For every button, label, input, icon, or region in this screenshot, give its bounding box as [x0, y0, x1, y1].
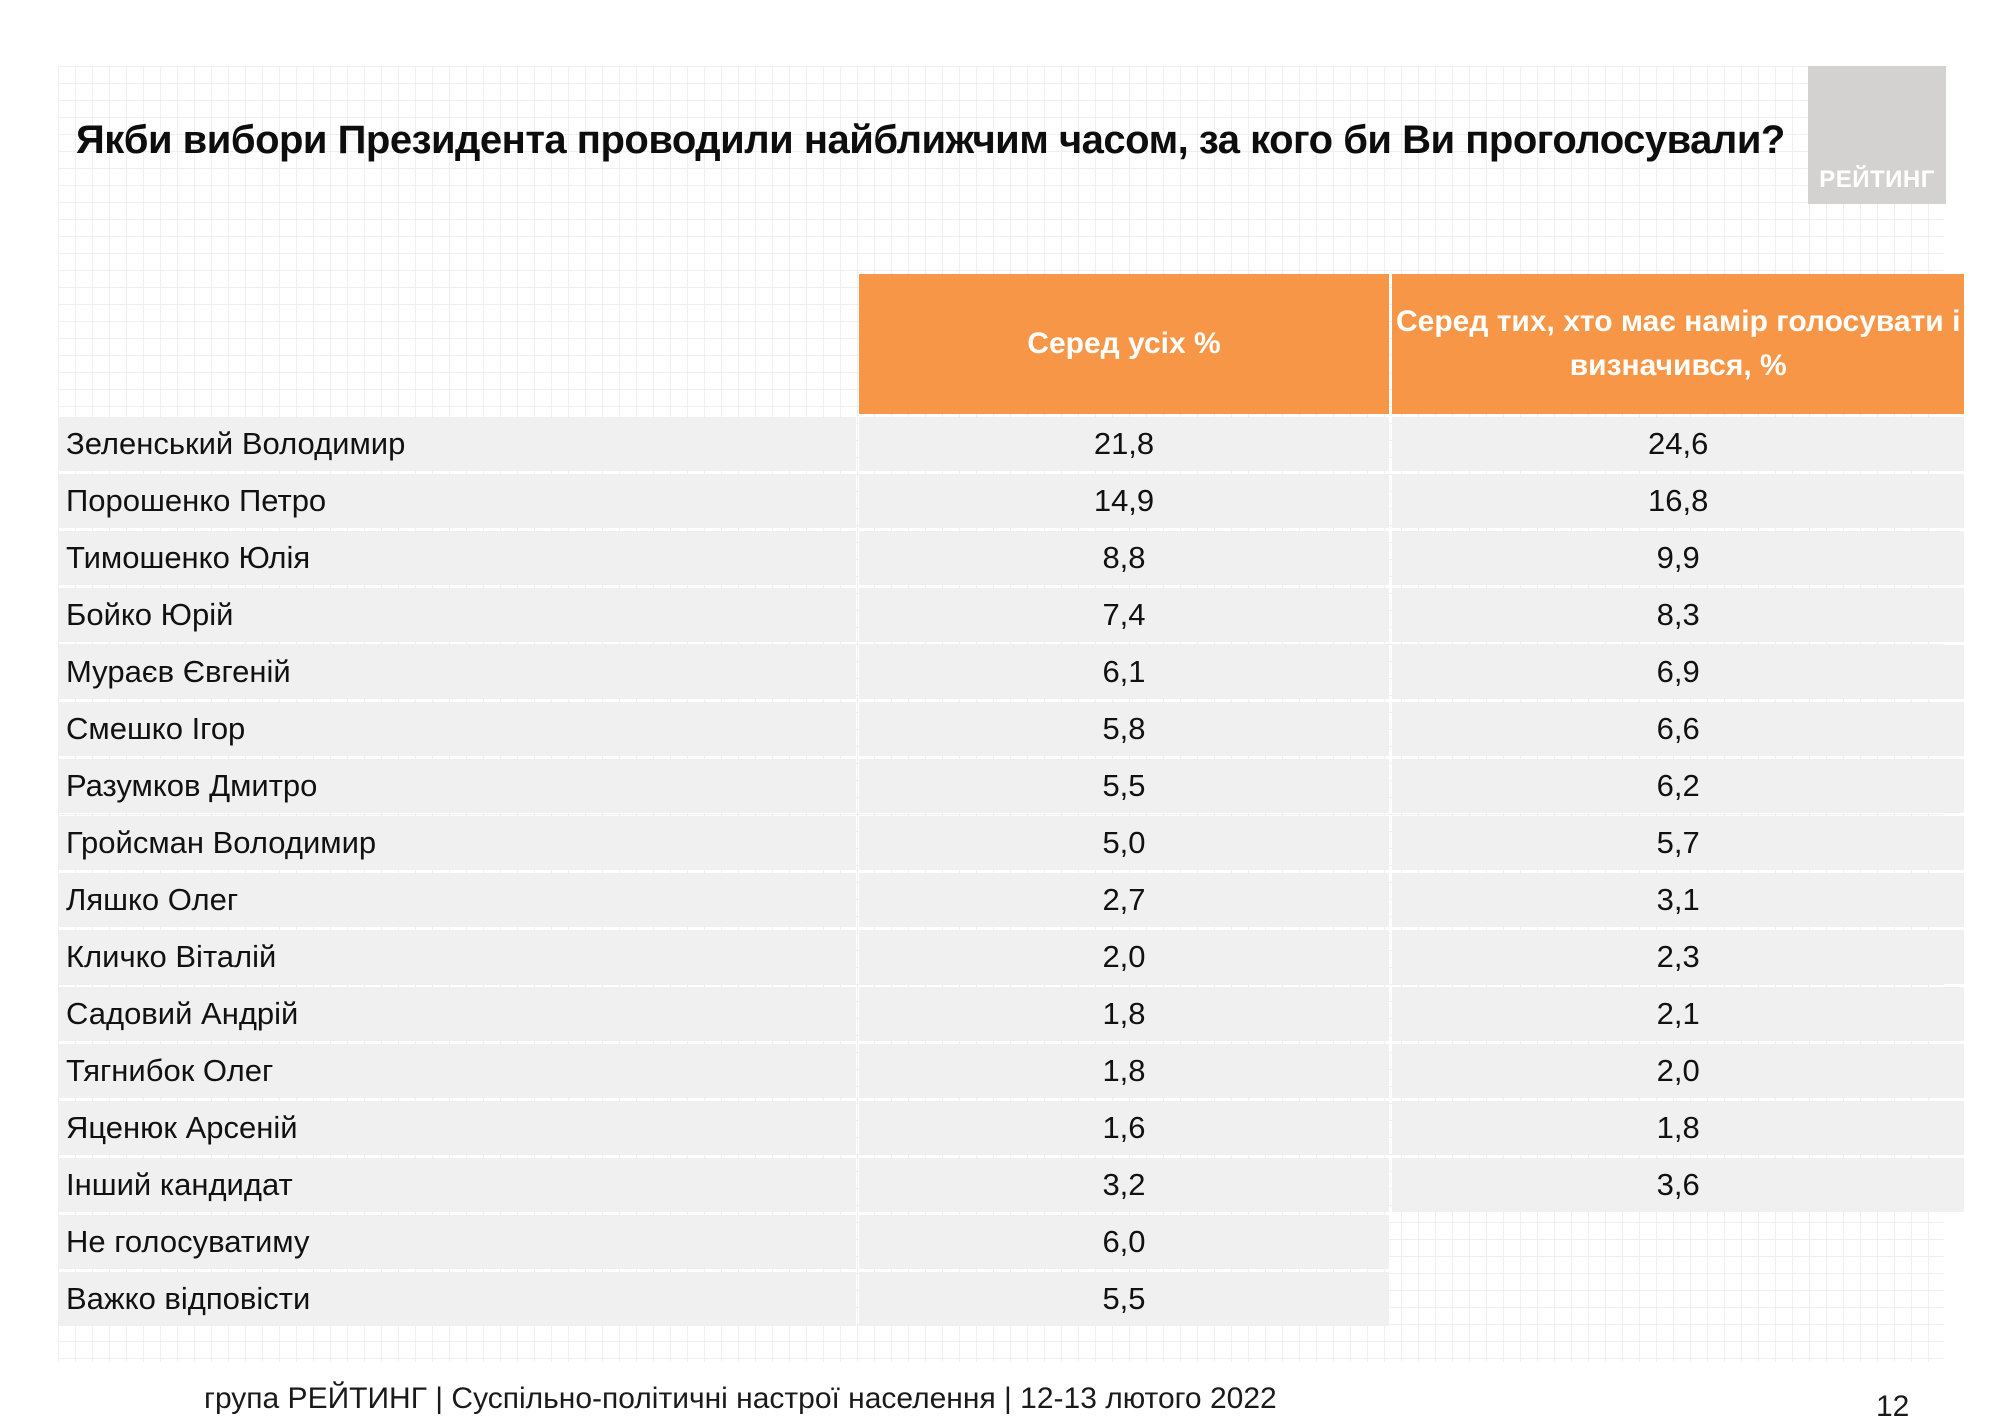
- header-decided-line-2: визначився, %: [1569, 349, 1787, 382]
- candidate-name: Смешко Ігор: [58, 702, 856, 756]
- table-row: Не голосуватиму 6,0: [58, 1215, 1964, 1269]
- value-all: 2,7: [859, 873, 1389, 927]
- table-row: Інший кандидат 3,2 3,6: [58, 1158, 1965, 1212]
- value-all: 3,2: [859, 1158, 1389, 1212]
- candidate-name: Порошенко Петро: [58, 474, 856, 528]
- table-row: Садовий Андрій 1,8 2,1: [58, 987, 1965, 1041]
- value-all: 7,4: [859, 588, 1389, 642]
- header-blank: [58, 274, 856, 414]
- value-all: 21,8: [859, 417, 1389, 471]
- candidate-name: Ляшко Олег: [58, 873, 856, 927]
- candidate-name: Кличко Віталій: [58, 930, 856, 984]
- value-decided: 2,1: [1392, 987, 1965, 1041]
- footer: група РЕЙТИНГ | Суспільно-політичні наст…: [204, 1382, 1277, 1415]
- candidate-name: Не голосуватиму: [58, 1215, 856, 1269]
- header-all: Серед усіх %: [859, 274, 1389, 414]
- value-all: 5,8: [859, 702, 1389, 756]
- candidate-name: Яценюк Арсеній: [58, 1101, 856, 1155]
- table-row: Важко відповісти 5,5: [58, 1272, 1964, 1326]
- candidate-name: Гройсман Володимир: [58, 816, 856, 870]
- value-all: 2,0: [859, 930, 1389, 984]
- candidate-name: Мураєв Євгеній: [58, 645, 856, 699]
- value-all: 6,0: [859, 1215, 1389, 1269]
- candidate-name: Тимошенко Юлія: [58, 531, 856, 585]
- results-table-container: Серед усіх % Серед тих, хто має намір го…: [55, 271, 1967, 1329]
- page-title: Якби вибори Президента проводили найближ…: [76, 118, 1785, 162]
- candidate-name: Зеленський Володимир: [58, 417, 856, 471]
- value-decided: 6,6: [1392, 702, 1965, 756]
- value-all: 8,8: [859, 531, 1389, 585]
- value-decided: [1392, 1272, 1964, 1326]
- table-row: Гройсман Володимир 5,0 5,7: [58, 816, 1965, 870]
- table-row: Тягнибок Олег 1,8 2,0: [58, 1044, 1965, 1098]
- value-all: 5,0: [859, 816, 1389, 870]
- value-all: 6,1: [859, 645, 1389, 699]
- header-decided: Серед тих, хто має намір голосувати і ви…: [1392, 274, 1965, 414]
- value-all: 1,8: [859, 987, 1389, 1041]
- value-decided: 16,8: [1392, 474, 1965, 528]
- candidate-name: Садовий Андрій: [58, 987, 856, 1041]
- value-decided: 2,3: [1392, 930, 1965, 984]
- table-row: Зеленський Володимир 21,8 24,6: [58, 417, 1965, 471]
- table-row: Смешко Ігор 5,8 6,6: [58, 702, 1965, 756]
- value-decided: 3,6: [1392, 1158, 1965, 1212]
- logo-text: РЕЙТИНГ: [1819, 166, 1935, 193]
- value-all: 1,6: [859, 1101, 1389, 1155]
- header-decided-line-1: Серед тих, хто має намір голосувати і: [1396, 305, 1961, 338]
- value-all: 1,8: [859, 1044, 1389, 1098]
- results-table: Серед усіх % Серед тих, хто має намір го…: [55, 271, 1967, 1329]
- value-decided: 9,9: [1392, 531, 1965, 585]
- value-all: 5,5: [859, 759, 1389, 813]
- value-decided: 1,8: [1392, 1101, 1965, 1155]
- value-decided: 2,0: [1392, 1044, 1965, 1098]
- value-all: 14,9: [859, 474, 1389, 528]
- value-decided: 3,1: [1392, 873, 1965, 927]
- candidate-name: Разумков Дмитро: [58, 759, 856, 813]
- candidate-name: Тягнибок Олег: [58, 1044, 856, 1098]
- table-row: Яценюк Арсеній 1,6 1,8: [58, 1101, 1965, 1155]
- table-row: Бойко Юрій 7,4 8,3: [58, 588, 1965, 642]
- candidate-name: Бойко Юрій: [58, 588, 856, 642]
- logo: РЕЙТИНГ: [1808, 66, 1946, 204]
- value-decided: 8,3: [1392, 588, 1965, 642]
- table-header-row: Серед усіх % Серед тих, хто має намір го…: [58, 274, 1965, 414]
- table-row: Кличко Віталій 2,0 2,3: [58, 930, 1965, 984]
- value-decided: 24,6: [1392, 417, 1965, 471]
- table-body: Зеленський Володимир 21,8 24,6 Порошенко Пе…: [58, 417, 1965, 1326]
- table-row: Мураєв Євгеній 6,1 6,9: [58, 645, 1965, 699]
- candidate-name: Інший кандидат: [58, 1158, 856, 1212]
- value-decided: 6,2: [1392, 759, 1965, 813]
- table-row: Порошенко Петро 14,9 16,8: [58, 474, 1965, 528]
- value-decided: 5,7: [1392, 816, 1965, 870]
- table-row: Тимошенко Юлія 8,8 9,9: [58, 531, 1965, 585]
- table-row: Разумков Дмитро 5,5 6,2: [58, 759, 1965, 813]
- table-row: Ляшко Олег 2,7 3,1: [58, 873, 1965, 927]
- page-number: 12: [1876, 1390, 1910, 1423]
- candidate-name: Важко відповісти: [58, 1272, 856, 1326]
- value-decided: 6,9: [1392, 645, 1965, 699]
- value-all: 5,5: [859, 1272, 1389, 1326]
- value-decided: [1392, 1215, 1964, 1269]
